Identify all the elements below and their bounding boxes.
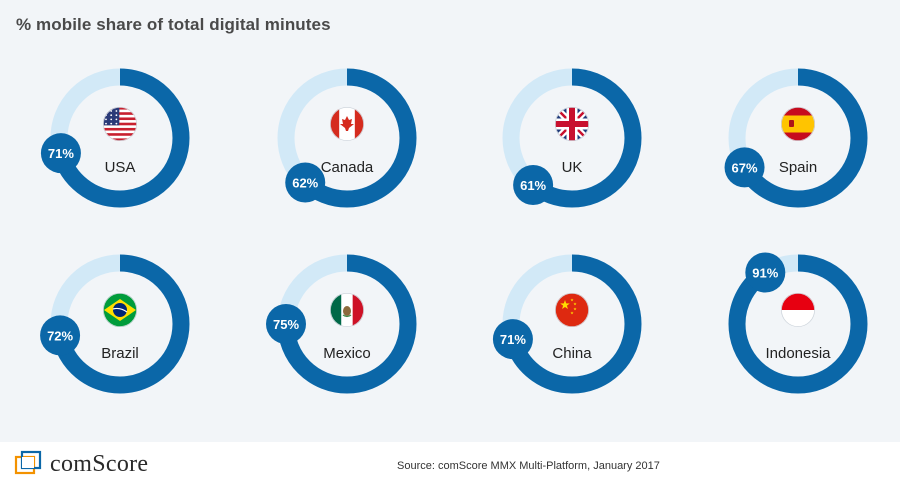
comscore-logo: comScore: [14, 450, 204, 480]
chart-title: % mobile share of total digital minutes: [16, 15, 331, 34]
country-label: USA: [105, 159, 136, 176]
value-arc: [502, 254, 642, 394]
donut-usa: USA 71%: [40, 68, 190, 208]
canada-flag-icon: [330, 107, 364, 141]
value-arc: [728, 254, 868, 394]
country-label: Spain: [779, 159, 817, 176]
percent-badge: [513, 165, 554, 206]
percent-badge: [285, 162, 326, 203]
usa-flag-icon: [103, 107, 137, 141]
percent-label: 72%: [47, 328, 73, 343]
country-label: UK: [562, 159, 583, 176]
footer: comScore Source: comScore MMX Multi-Plat…: [0, 442, 900, 485]
percent-badge: [492, 319, 533, 360]
percent-badge: [745, 252, 786, 293]
donut-indonesia: Indonesia 91%: [728, 252, 868, 394]
donut-uk: UK 61%: [502, 68, 642, 208]
percent-label: 62%: [292, 175, 318, 190]
country-label: Canada: [321, 159, 374, 176]
comscore-logo-icon: [14, 450, 42, 475]
mexico-flag-icon: [330, 293, 364, 327]
percent-label: 61%: [520, 178, 546, 193]
value-arc: [502, 68, 642, 208]
indonesia-flag-icon: [781, 293, 815, 327]
percent-label: 71%: [500, 332, 526, 347]
percent-label: 67%: [732, 160, 758, 175]
value-arc: [728, 68, 868, 208]
value-arc: [277, 68, 417, 208]
percent-label: 75%: [273, 317, 299, 332]
country-label: Brazil: [101, 345, 139, 362]
percent-badge: [266, 304, 306, 344]
donut-mexico: Mexico 75%: [266, 254, 417, 394]
source-note: Source: comScore MMX Multi-Platform, Jan…: [397, 460, 660, 472]
country-label: Mexico: [323, 345, 371, 362]
percent-label: 91%: [752, 265, 778, 280]
percent-badge: [724, 147, 765, 188]
donut-brazil: Brazil 72%: [40, 254, 190, 394]
country-label: Indonesia: [765, 345, 831, 362]
spain-flag-icon: [781, 107, 815, 141]
percent-label: 71%: [48, 146, 74, 161]
uk-flag-icon: [555, 107, 589, 141]
donut-spain: Spain 67%: [724, 68, 868, 208]
value-arc: [50, 68, 190, 208]
brazil-flag-icon: [103, 293, 137, 327]
comscore-logo-text: comScore: [50, 451, 149, 477]
value-arc: [50, 254, 190, 394]
percent-badge: [40, 133, 81, 174]
china-flag-icon: [555, 293, 589, 327]
donut-china: China 71%: [492, 254, 642, 394]
percent-badge: [40, 315, 81, 356]
country-label: China: [552, 345, 592, 362]
